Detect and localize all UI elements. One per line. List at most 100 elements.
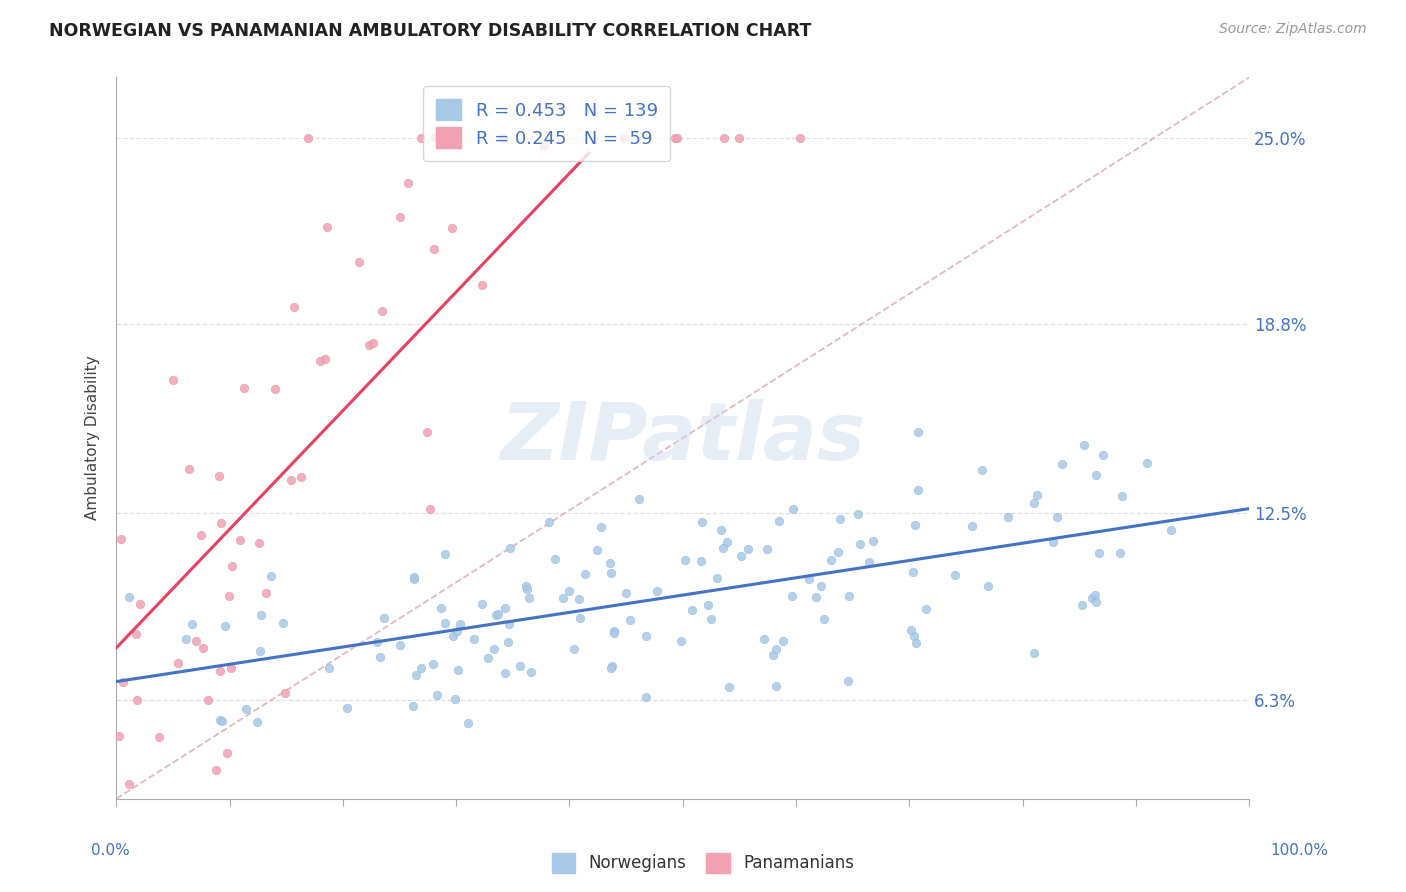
- Point: [690, 554, 713, 568]
- Point: [799, 572, 821, 586]
- Point: [903, 629, 925, 643]
- Point: [208, 664, 231, 678]
- Point: [449, 616, 471, 631]
- Point: [409, 130, 432, 145]
- Point: [537, 516, 560, 530]
- Point: [813, 612, 835, 626]
- Point: [519, 665, 541, 679]
- Point: [1088, 546, 1111, 560]
- Point: [368, 650, 391, 665]
- Point: [402, 699, 425, 714]
- Point: [422, 657, 444, 672]
- Legend: Norwegians, Panamanians: Norwegians, Panamanians: [546, 847, 860, 880]
- Point: [603, 624, 626, 639]
- Point: [205, 763, 228, 777]
- Point: [716, 535, 738, 549]
- Point: [404, 573, 426, 587]
- Point: [430, 601, 453, 615]
- Point: [1050, 457, 1073, 471]
- Point: [499, 541, 522, 555]
- Point: [977, 579, 1000, 593]
- Point: [780, 590, 803, 604]
- Point: [706, 571, 728, 585]
- Point: [838, 589, 860, 603]
- Point: [713, 541, 735, 555]
- Point: [174, 632, 197, 647]
- Point: [1026, 488, 1049, 502]
- Point: [730, 549, 752, 563]
- Point: [211, 714, 233, 728]
- Point: [713, 130, 735, 145]
- Point: [602, 626, 624, 640]
- Point: [634, 629, 657, 643]
- Point: [697, 598, 720, 612]
- Point: [627, 491, 650, 506]
- Point: [496, 634, 519, 648]
- Point: [434, 615, 457, 630]
- Point: [191, 641, 214, 656]
- Point: [415, 425, 437, 439]
- Point: [494, 600, 516, 615]
- Point: [551, 591, 574, 605]
- Point: [673, 553, 696, 567]
- Point: [250, 608, 273, 623]
- Text: Source: ZipAtlas.com: Source: ZipAtlas.com: [1219, 22, 1367, 37]
- Point: [494, 665, 516, 680]
- Point: [515, 579, 537, 593]
- Point: [600, 566, 623, 580]
- Point: [117, 591, 139, 605]
- Point: [846, 507, 869, 521]
- Text: 100.0%: 100.0%: [1271, 843, 1329, 858]
- Point: [125, 626, 148, 640]
- Point: [602, 659, 624, 673]
- Point: [404, 570, 426, 584]
- Point: [900, 623, 922, 637]
- Point: [484, 642, 506, 657]
- Point: [129, 597, 152, 611]
- Point: [457, 715, 479, 730]
- Point: [280, 473, 302, 487]
- Point: [666, 130, 689, 145]
- Point: [1092, 448, 1115, 462]
- Point: [209, 516, 232, 530]
- Point: [361, 335, 384, 350]
- Point: [318, 661, 340, 675]
- Point: [290, 470, 312, 484]
- Point: [388, 638, 411, 652]
- Point: [1136, 457, 1159, 471]
- Legend: R = 0.453   N = 139, R = 0.245   N =  59: R = 0.453 N = 139, R = 0.245 N = 59: [423, 87, 671, 161]
- Point: [681, 603, 703, 617]
- Point: [447, 664, 470, 678]
- Point: [752, 632, 775, 646]
- Point: [810, 579, 832, 593]
- Point: [254, 586, 277, 600]
- Point: [419, 501, 441, 516]
- Point: [589, 520, 612, 534]
- Point: [1046, 510, 1069, 524]
- Point: [768, 514, 790, 528]
- Point: [247, 535, 270, 549]
- Point: [179, 461, 201, 475]
- Point: [762, 648, 785, 663]
- Point: [1042, 535, 1064, 549]
- Point: [108, 730, 131, 744]
- Text: NORWEGIAN VS PANAMANIAN AMBULATORY DISABILITY CORRELATION CHART: NORWEGIAN VS PANAMANIAN AMBULATORY DISAB…: [49, 22, 811, 40]
- Point: [710, 524, 733, 538]
- Point: [434, 547, 457, 561]
- Point: [218, 589, 240, 603]
- Point: [765, 641, 787, 656]
- Point: [907, 483, 929, 497]
- Point: [1084, 588, 1107, 602]
- Point: [423, 130, 446, 145]
- Point: [246, 714, 269, 729]
- Point: [214, 619, 236, 633]
- Point: [772, 633, 794, 648]
- Point: [671, 634, 693, 648]
- Point: [915, 602, 938, 616]
- Point: [849, 537, 872, 551]
- Point: [347, 255, 370, 269]
- Point: [789, 130, 811, 145]
- Point: [614, 586, 637, 600]
- Point: [498, 616, 520, 631]
- Point: [837, 674, 859, 689]
